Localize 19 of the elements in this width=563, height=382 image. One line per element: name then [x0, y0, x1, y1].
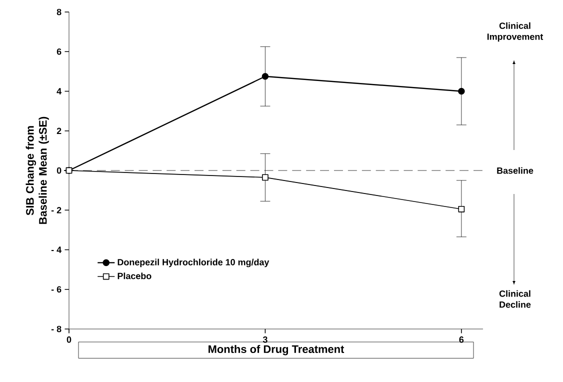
y-tick-label: - 2 [51, 206, 62, 214]
legend-label: Placebo [118, 272, 152, 280]
legend-label: Donepezil Hydrochloride 10 mg/day [118, 258, 270, 268]
y-tick-label: - 4 [51, 246, 62, 253]
x-axis-title: Months of Drug Treatment [208, 344, 344, 356]
y-tick-label: 4 [56, 88, 62, 94]
text: Clinical Decline [499, 290, 531, 308]
x-tick-label: 6 [459, 336, 464, 343]
y-tick-label: 0 [56, 167, 62, 174]
y-tick-label: - 8 [51, 326, 62, 332]
y-axis-title: SIB Change from Baseline Mean (±SE) [26, 116, 49, 224]
ref-line-label: Baseline [497, 167, 534, 174]
x-tick-label: 3 [262, 336, 268, 343]
y-tick-label: 8 [56, 8, 62, 16]
y-tick-label: 6 [56, 48, 62, 55]
text: Clinical Improvement [487, 22, 544, 42]
x-tick-label: 0 [66, 336, 72, 343]
y-tick-label: 2 [56, 128, 62, 134]
y-tick-label: - 6 [51, 286, 62, 293]
